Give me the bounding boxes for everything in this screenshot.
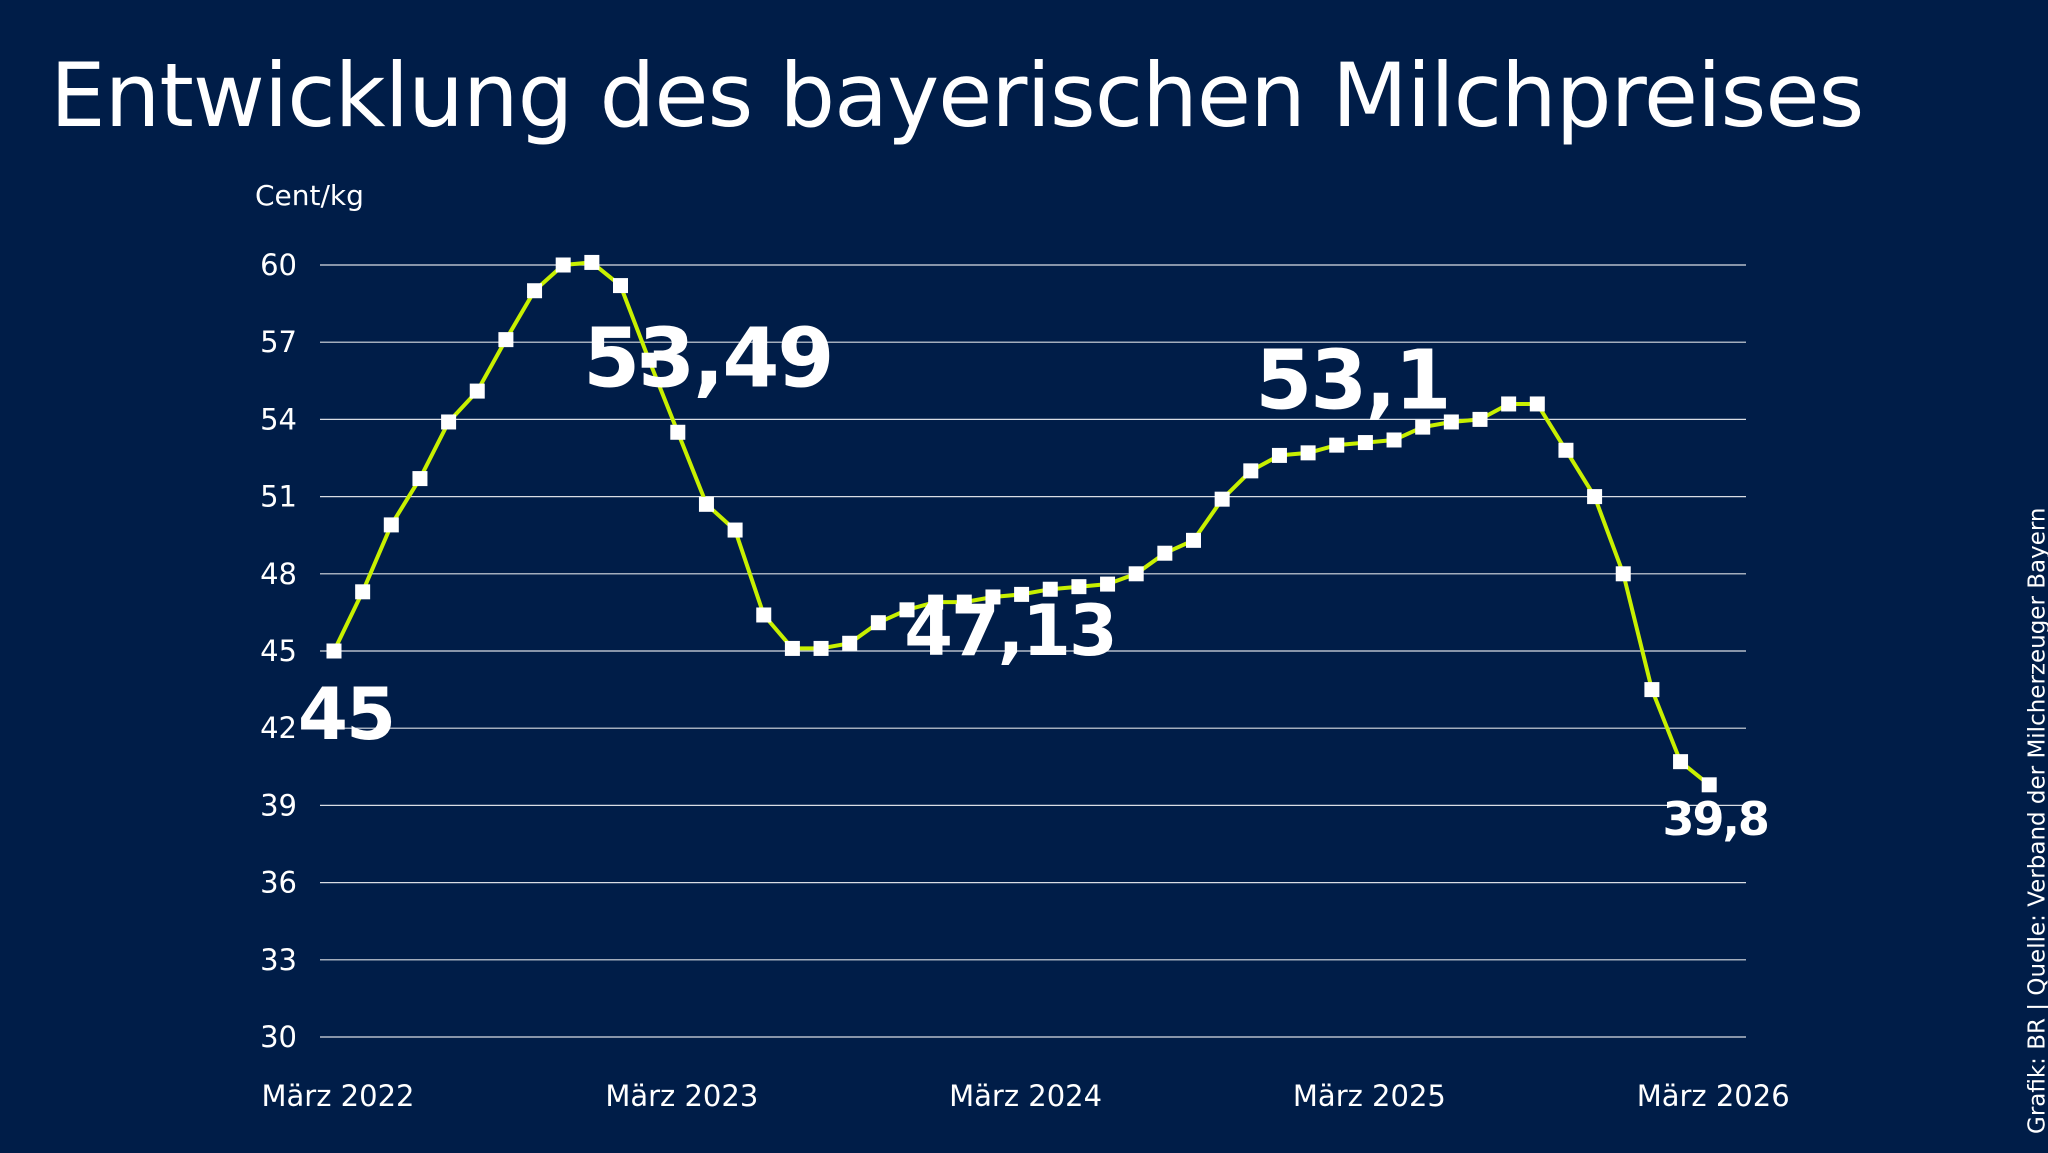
y-tick-label: 60 bbox=[260, 248, 297, 282]
value-annotation: 53,1 bbox=[1255, 334, 1449, 429]
data-point-marker bbox=[1300, 445, 1316, 461]
x-tick-label: März 2023 bbox=[605, 1079, 758, 1113]
data-point-marker bbox=[641, 352, 657, 368]
y-tick-label: 42 bbox=[260, 711, 297, 745]
data-point-marker bbox=[326, 643, 342, 659]
data-point-marker bbox=[756, 607, 772, 623]
data-point-marker bbox=[670, 424, 686, 440]
data-point-marker bbox=[899, 602, 915, 618]
data-point-marker bbox=[1644, 682, 1660, 698]
series-line bbox=[332, 260, 1712, 787]
data-point-marker bbox=[1042, 581, 1058, 597]
grid-lines bbox=[320, 264, 1746, 1038]
data-point-marker bbox=[584, 254, 600, 270]
value-annotation: 39,8 bbox=[1662, 792, 1768, 846]
data-point-marker bbox=[1243, 463, 1259, 479]
data-point-marker bbox=[870, 615, 886, 631]
data-point-marker bbox=[383, 517, 399, 533]
data-point-marker bbox=[1529, 396, 1545, 412]
data-point-marker bbox=[1214, 491, 1230, 507]
y-tick-label: 57 bbox=[260, 325, 297, 359]
data-markers bbox=[326, 254, 1717, 793]
data-point-marker bbox=[1100, 576, 1116, 592]
data-point-marker bbox=[1357, 435, 1373, 451]
data-point-marker bbox=[1329, 437, 1345, 453]
y-tick-label: 30 bbox=[260, 1020, 297, 1054]
value-annotation: 47,13 bbox=[904, 590, 1115, 672]
y-tick-label: 39 bbox=[260, 788, 297, 822]
y-tick-label: 33 bbox=[260, 943, 297, 977]
data-point-marker bbox=[985, 589, 1001, 605]
data-point-marker bbox=[784, 640, 800, 656]
data-point-marker bbox=[613, 278, 628, 294]
y-axis-ticks: 60 57 54 51 48 45 42 39 36 33 30 bbox=[260, 248, 297, 1054]
data-point-marker bbox=[1186, 532, 1201, 548]
data-point-marker bbox=[1386, 432, 1402, 448]
data-point-marker bbox=[1615, 566, 1631, 582]
data-point-marker bbox=[1501, 396, 1517, 412]
value-annotations: 45 53,49 47,13 53,1 39,8 bbox=[298, 311, 1770, 846]
x-tick-label: März 2024 bbox=[949, 1079, 1102, 1113]
data-point-marker bbox=[1701, 777, 1717, 793]
value-annotation: 45 bbox=[298, 672, 394, 756]
data-point-marker bbox=[727, 522, 743, 538]
data-point-marker bbox=[1157, 545, 1173, 561]
data-point-marker bbox=[1014, 586, 1030, 602]
data-point-marker bbox=[1673, 754, 1689, 770]
data-point-marker bbox=[1558, 442, 1574, 458]
y-tick-label: 54 bbox=[260, 402, 297, 436]
data-point-marker bbox=[1443, 414, 1459, 430]
data-point-marker bbox=[355, 584, 371, 600]
y-tick-label: 45 bbox=[260, 634, 297, 668]
value-annotation: 53,49 bbox=[583, 311, 832, 406]
data-point-marker bbox=[928, 594, 944, 610]
data-point-marker bbox=[1415, 419, 1431, 435]
data-point-marker bbox=[1128, 566, 1144, 582]
y-tick-label: 48 bbox=[260, 557, 297, 591]
data-point-marker bbox=[698, 496, 714, 512]
price-series bbox=[332, 260, 1712, 787]
x-tick-label: März 2022 bbox=[262, 1079, 415, 1113]
x-tick-label: März 2026 bbox=[1637, 1079, 1790, 1113]
data-point-marker bbox=[956, 594, 972, 610]
data-point-marker bbox=[412, 471, 428, 487]
data-point-marker bbox=[1271, 447, 1287, 463]
x-tick-label: März 2025 bbox=[1293, 1079, 1446, 1113]
data-point-marker bbox=[441, 414, 457, 430]
data-point-marker bbox=[1587, 489, 1603, 505]
data-point-marker bbox=[498, 332, 514, 348]
y-tick-label: 51 bbox=[260, 480, 297, 514]
y-tick-label: 36 bbox=[260, 866, 297, 900]
data-point-marker bbox=[1472, 411, 1488, 427]
y-axis-unit-label: Cent/kg bbox=[255, 179, 364, 212]
data-point-marker bbox=[469, 383, 485, 399]
data-point-marker bbox=[1071, 579, 1087, 595]
x-axis-ticks: März 2022 März 2023 März 2024 März 2025 März… bbox=[262, 1079, 1790, 1113]
data-point-marker bbox=[813, 640, 829, 656]
data-point-marker bbox=[842, 635, 858, 651]
data-point-marker bbox=[527, 283, 543, 299]
chart-title: Entwicklung des bayerischen Milchpreises bbox=[50, 44, 1864, 147]
data-point-marker bbox=[555, 257, 571, 273]
